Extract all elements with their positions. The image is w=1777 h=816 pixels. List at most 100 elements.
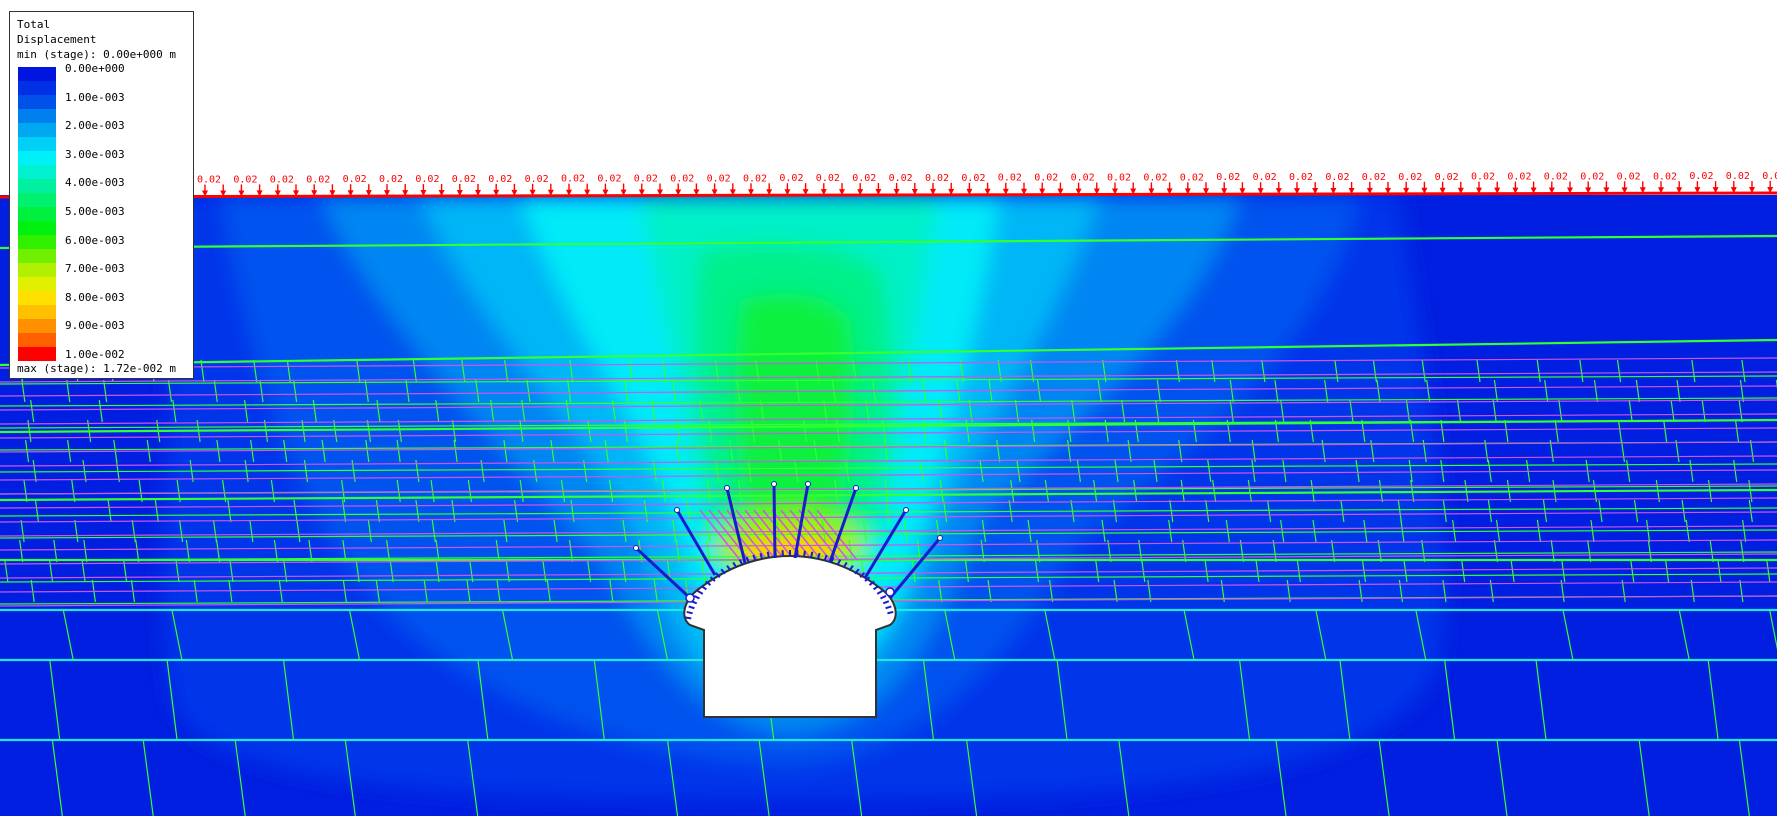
legend-swatch xyxy=(18,137,56,151)
magenta-joint xyxy=(0,357,1777,369)
cross-joint xyxy=(1461,559,1466,583)
legend-tick-label: 9.00e-003 xyxy=(65,319,125,333)
cross-joint xyxy=(1536,519,1542,543)
bolt-anchor xyxy=(633,545,639,551)
cross-joint xyxy=(542,559,547,583)
cross-joint xyxy=(593,659,605,741)
cross-joint xyxy=(172,399,177,423)
load-arrow-head xyxy=(420,190,427,197)
load-value: 0.02 xyxy=(197,175,221,186)
cross-joint xyxy=(736,379,741,403)
cross-joint xyxy=(550,439,555,463)
cross-joint xyxy=(1134,419,1139,443)
cross-joint xyxy=(171,609,183,661)
cross-joint xyxy=(651,399,656,423)
legend-swatch xyxy=(18,333,56,347)
cross-joint xyxy=(415,499,420,523)
cross-joint xyxy=(1493,379,1499,403)
cross-joint xyxy=(1153,459,1158,483)
load-arrow-head xyxy=(402,190,409,197)
cross-joint xyxy=(1207,459,1212,483)
cross-joint xyxy=(1331,539,1336,563)
load-arrow-head xyxy=(675,189,682,196)
cross-joint xyxy=(1261,359,1266,383)
bedding-line xyxy=(0,551,1777,561)
load-value: 0.02 xyxy=(1289,172,1313,183)
load-arrow-head xyxy=(1184,188,1191,195)
cross-joint xyxy=(1238,659,1251,741)
cross-joint xyxy=(750,419,756,443)
cross-joint xyxy=(431,519,436,543)
liner-segment xyxy=(842,561,848,569)
cross-joint xyxy=(1180,479,1185,503)
cross-joint xyxy=(1212,479,1217,503)
cross-joint xyxy=(1739,579,1744,603)
load-arrow-head xyxy=(893,188,900,195)
load-arrow-head xyxy=(1093,188,1100,195)
cross-joint xyxy=(405,379,410,403)
bolt-anchor xyxy=(724,485,730,491)
legend-title-line2: Displacement xyxy=(17,33,97,46)
legend-swatch xyxy=(18,235,56,249)
cross-joint xyxy=(1495,519,1501,543)
hatch-line xyxy=(780,509,822,561)
cross-joint xyxy=(1229,379,1234,403)
cross-joint xyxy=(1403,559,1408,583)
load-arrow-head xyxy=(930,188,936,195)
cross-joint xyxy=(715,459,720,483)
cross-joint xyxy=(213,379,218,403)
load-arrow-head xyxy=(566,189,572,196)
legend-min-label: min (stage): 0.00e+000 m xyxy=(17,48,176,61)
cross-joint xyxy=(943,499,948,523)
cross-joint xyxy=(1376,379,1381,403)
cross-joint xyxy=(296,519,301,543)
cross-joint xyxy=(1272,539,1277,563)
cross-joint xyxy=(1118,739,1130,816)
legend-tick-label: 6.00e-003 xyxy=(65,233,125,247)
cross-joint xyxy=(342,579,347,603)
cross-joint xyxy=(435,539,440,563)
cross-joint xyxy=(1101,519,1106,543)
cross-joint xyxy=(1440,459,1445,483)
load-arrow-head xyxy=(1421,187,1428,194)
cross-joint xyxy=(1691,359,1696,383)
load-value: 0.02 xyxy=(816,173,840,184)
load-arrow-head xyxy=(1385,187,1391,194)
load-arrow-head xyxy=(857,189,864,196)
load-value: 0.02 xyxy=(561,174,585,185)
cross-joint xyxy=(513,499,519,523)
cross-joint xyxy=(375,499,381,523)
rock-bolt xyxy=(725,487,747,564)
load-value: 0.02 xyxy=(1471,172,1495,183)
load-value: 0.02 xyxy=(488,174,512,185)
load-arrow-head xyxy=(1530,187,1537,194)
cross-joint xyxy=(30,579,35,603)
cross-joint xyxy=(1275,739,1287,816)
load-value: 0.02 xyxy=(379,174,403,185)
cross-joint xyxy=(348,609,361,661)
cross-joint xyxy=(142,739,154,816)
load-arrow-head xyxy=(1239,188,1246,195)
load-arrow-head xyxy=(875,189,882,196)
magenta-joint xyxy=(0,525,1777,537)
bolt-anchor xyxy=(674,507,680,513)
load-arrow-head xyxy=(1257,188,1264,195)
load-arrow-head xyxy=(584,189,591,196)
load-arrow-head xyxy=(1166,188,1173,195)
cross-joint xyxy=(1378,739,1390,816)
load-arrow-head xyxy=(1585,187,1592,194)
joint-line xyxy=(0,234,1777,250)
cross-joint xyxy=(366,419,372,443)
load-arrow-head xyxy=(1130,188,1137,195)
liner-segment xyxy=(876,590,883,595)
cross-joint xyxy=(521,399,526,423)
cross-joint xyxy=(115,459,120,483)
magenta-joint xyxy=(0,427,1777,439)
hatch-line xyxy=(816,509,858,561)
rock-bolt xyxy=(772,483,777,559)
cross-joint xyxy=(1076,459,1082,483)
liner-segment xyxy=(823,554,828,561)
cross-joint xyxy=(1456,399,1462,423)
load-arrow-head xyxy=(274,190,281,197)
